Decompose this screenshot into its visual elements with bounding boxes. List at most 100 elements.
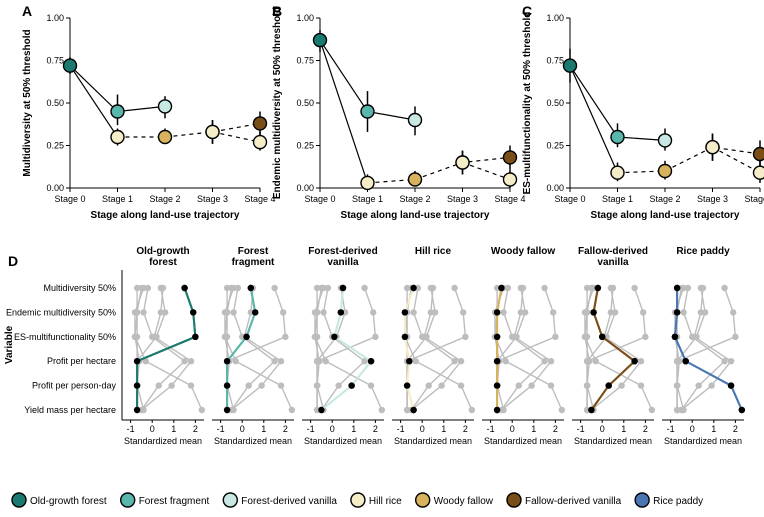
- x-tick-label: 2: [373, 424, 378, 434]
- context-point: [233, 358, 239, 364]
- x-axis-title: Standardized mean: [214, 436, 292, 446]
- context-point: [685, 285, 691, 291]
- context-point: [158, 309, 164, 315]
- variable-label: Multidiversity 50%: [43, 283, 116, 293]
- context-point: [230, 309, 236, 315]
- context-point: [404, 285, 410, 291]
- y-axis-title: Multidiversity at 50% threshold: [22, 29, 33, 176]
- legend-label: Fallow-derived vanilla: [525, 496, 622, 507]
- x-tick-label: 0: [330, 424, 335, 434]
- context-point: [370, 309, 376, 315]
- x-tick-label: 1: [441, 424, 446, 434]
- highlight-point: [406, 358, 412, 364]
- highlight-point: [410, 407, 416, 413]
- context-point: [638, 358, 644, 364]
- context-point: [413, 358, 419, 364]
- y-axis-title: ES-multifunctionality at 50% threshold: [522, 12, 533, 195]
- data-point: [504, 151, 517, 164]
- trajectory-dashed: [463, 163, 511, 180]
- context-point: [584, 358, 590, 364]
- small-title: Hill rice: [415, 246, 452, 257]
- context-point: [640, 309, 646, 315]
- highlight-point: [674, 309, 680, 315]
- context-point: [462, 334, 468, 340]
- y-tick-label: 0.50: [296, 98, 314, 108]
- context-point: [631, 285, 637, 291]
- trajectory-dashed: [213, 132, 261, 142]
- x-tick-label: 1: [621, 424, 626, 434]
- y-tick-label: 0.75: [546, 56, 564, 66]
- x-tick-label: -1: [127, 424, 135, 434]
- highlight-point: [331, 334, 337, 340]
- context-point: [168, 382, 174, 388]
- x-axis-title: Standardized mean: [304, 436, 382, 446]
- y-tick-label: 0.00: [46, 183, 64, 193]
- data-point: [159, 131, 172, 144]
- x-tick-label: -1: [487, 424, 495, 434]
- small-multiple: Rice paddy-1012Standardized mean: [662, 246, 745, 446]
- highlight-point: [248, 285, 254, 291]
- context-point: [438, 382, 444, 388]
- panel-label-D: D: [8, 253, 18, 269]
- small-multiple: Forest-derivedvanilla-1012Standardized m…: [302, 246, 385, 446]
- context-point: [312, 334, 318, 340]
- y-tick-label: 1.00: [546, 13, 564, 23]
- context-point: [509, 334, 515, 340]
- data-point: [409, 114, 422, 127]
- trajectory-solid: [70, 66, 118, 137]
- data-point: [206, 125, 219, 138]
- context-point: [289, 407, 295, 413]
- x-tick-label: -1: [397, 424, 405, 434]
- x-tick-label: 2: [643, 424, 648, 434]
- highlight-point: [134, 407, 140, 413]
- highlight-point: [243, 334, 249, 340]
- legend-swatch: [416, 493, 430, 507]
- legend-swatch: [12, 493, 26, 507]
- highlight-point: [631, 358, 637, 364]
- context-point: [503, 358, 509, 364]
- x-tick-label: Stage 3: [697, 194, 728, 204]
- x-tick-label: 1: [171, 424, 176, 434]
- legend-label: Forest fragment: [139, 496, 210, 507]
- context-point: [224, 309, 230, 315]
- context-point: [419, 334, 425, 340]
- context-point: [282, 334, 288, 340]
- x-axis-title: Standardized mean: [394, 436, 472, 446]
- context-point: [618, 382, 624, 388]
- panel-C: C0.000.250.500.751.00Stage 0Stage 1Stage…: [522, 3, 764, 221]
- small-title: Fallow-derived: [578, 246, 648, 257]
- x-tick-label: Stage 2: [399, 194, 430, 204]
- data-point: [611, 166, 624, 179]
- context-point: [278, 382, 284, 388]
- x-tick-label: Stage 0: [54, 194, 85, 204]
- x-tick-label: 2: [733, 424, 738, 434]
- context-point: [505, 285, 511, 291]
- x-tick-label: Stage 0: [554, 194, 585, 204]
- legend-label: Old-growth forest: [30, 496, 107, 507]
- data-point: [504, 173, 517, 186]
- panel-B: B0.000.250.500.751.00Stage 0Stage 1Stage…: [272, 3, 526, 221]
- context-point: [584, 309, 590, 315]
- x-axis-title: Standardized mean: [124, 436, 202, 446]
- context-point: [698, 309, 704, 315]
- context-point: [515, 382, 521, 388]
- highlight-point: [410, 285, 416, 291]
- context-line: [407, 288, 465, 410]
- x-axis-title: Stage along land-use trajectory: [591, 210, 740, 221]
- context-point: [680, 309, 686, 315]
- x-tick-label: Stage 4: [494, 194, 525, 204]
- x-tick-label: Stage 1: [602, 194, 633, 204]
- highlight-point: [190, 309, 196, 315]
- small-title: vanilla: [327, 257, 359, 268]
- context-point: [280, 309, 286, 315]
- context-point: [593, 358, 599, 364]
- highlight-line: [137, 288, 195, 410]
- highlight-point: [683, 358, 689, 364]
- context-line: [497, 288, 555, 410]
- highlight-point: [224, 407, 230, 413]
- x-tick-label: -1: [577, 424, 585, 434]
- context-point: [320, 309, 326, 315]
- data-point: [409, 173, 422, 186]
- highlight-point: [134, 382, 140, 388]
- panel-A: A0.000.250.500.751.00Stage 0Stage 1Stage…: [22, 3, 276, 221]
